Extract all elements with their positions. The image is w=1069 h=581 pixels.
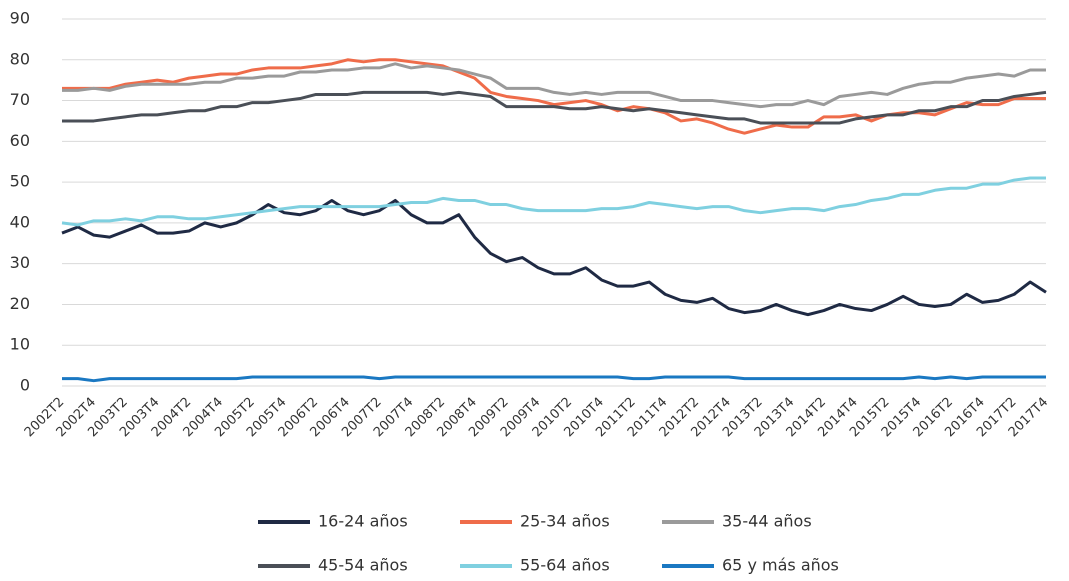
legend-label: 65 y más años — [722, 556, 839, 575]
series-line — [61, 198, 1047, 317]
legend-label: 35-44 años — [722, 512, 812, 531]
legend-label: 45-54 años — [318, 556, 408, 575]
legend-label: 16-24 años — [318, 512, 408, 531]
y-tick-label: 70 — [10, 90, 30, 109]
series-line — [62, 375, 1046, 383]
legend-label: 55-64 años — [520, 556, 610, 575]
y-tick-label: 80 — [10, 49, 30, 68]
series-line — [62, 62, 1046, 109]
y-tick-label: 60 — [10, 131, 30, 150]
y-tick-label: 10 — [10, 335, 30, 354]
series-line — [62, 90, 1047, 125]
y-tick-label: 30 — [10, 253, 30, 272]
y-tick-label: 90 — [10, 9, 30, 28]
y-tick-label: 50 — [10, 172, 30, 191]
legend-label: 25-34 años — [520, 512, 610, 531]
series-line — [61, 176, 1046, 227]
series-line — [62, 58, 1046, 135]
y-tick-label: 40 — [10, 212, 30, 231]
y-tick-label: 20 — [10, 294, 30, 313]
y-tick-label: 0 — [20, 376, 30, 395]
